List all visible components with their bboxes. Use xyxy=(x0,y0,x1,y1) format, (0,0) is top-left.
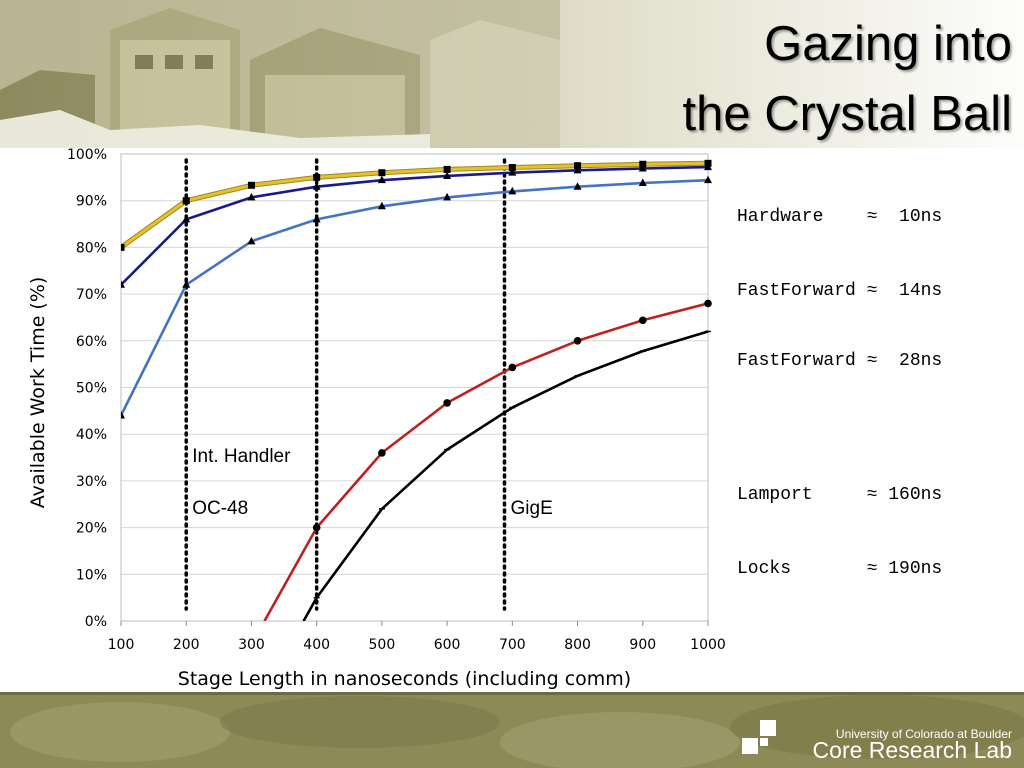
lab-logo-icon xyxy=(742,720,776,754)
latency-legend: Hardware ≈ 10ns FastForward ≈ 14ns FastF… xyxy=(737,157,942,605)
slide-title-line-1: Gazing into xyxy=(764,17,1012,71)
x-tick-label: 800 xyxy=(564,637,591,653)
data-point xyxy=(704,162,712,171)
chart-grid xyxy=(121,153,708,622)
x-tick-label: 400 xyxy=(303,637,330,653)
y-tick-label: 90% xyxy=(76,194,107,210)
series-line-outline xyxy=(121,160,709,250)
data-point xyxy=(312,523,321,532)
data-point xyxy=(573,337,582,345)
data-point xyxy=(443,165,451,173)
data-point xyxy=(638,163,647,172)
footer-band xyxy=(0,692,1024,768)
vline-label: OC-48 xyxy=(192,498,248,519)
data-point xyxy=(247,236,256,245)
series-line xyxy=(121,165,709,286)
series-0 xyxy=(121,159,712,251)
x-axis-label: Stage Length in nanoseconds (including c… xyxy=(178,668,631,690)
data-point xyxy=(573,165,582,174)
data-point xyxy=(508,363,517,372)
building-photo xyxy=(0,0,1024,148)
legend-fastforward-14: FastForward ≈ 14ns xyxy=(737,281,943,301)
y-tick-label: 70% xyxy=(76,287,107,303)
data-point xyxy=(182,197,190,205)
y-tick-label: 20% xyxy=(76,521,107,537)
data-point xyxy=(378,449,386,457)
x-tick-label: 300 xyxy=(238,637,265,653)
data-point xyxy=(704,299,712,308)
y-axis-ticks: 0% 10% 20% 30% 40% 50% 60% 70% 80% 90% 100% xyxy=(67,147,107,630)
legend-hardware: Hardware ≈ 10ns xyxy=(737,207,943,227)
data-point xyxy=(378,169,386,177)
y-tick-label: 60% xyxy=(76,334,107,350)
y-tick-label: 50% xyxy=(76,381,107,397)
data-point xyxy=(443,399,451,407)
data-point xyxy=(573,182,582,190)
y-tick-label: 0% xyxy=(85,614,107,630)
x-tick-label: 900 xyxy=(629,637,656,653)
vline-label: Int. Handler xyxy=(192,446,291,467)
x-tick-label: 1000 xyxy=(690,637,726,653)
reference-lines: Int. Handler OC-48 GigE xyxy=(184,158,553,611)
x-axis-ticks: 100 200 300 400 500 600 700 800 900 1000 xyxy=(108,621,726,653)
y-tick-label: 10% xyxy=(76,567,107,583)
x-tick-label: 600 xyxy=(434,637,461,653)
series-1 xyxy=(121,162,712,288)
data-point xyxy=(121,243,125,251)
x-tick-label: 100 xyxy=(108,637,135,653)
data-point xyxy=(247,181,255,189)
series-line xyxy=(121,178,709,417)
data-point xyxy=(508,168,517,176)
data-point xyxy=(443,192,452,201)
data-point xyxy=(247,192,256,201)
slide-title-line-2: the Crystal Ball xyxy=(682,87,1012,141)
data-point xyxy=(377,175,386,184)
data-point xyxy=(704,175,712,184)
series-4 xyxy=(302,330,711,621)
data-point xyxy=(443,171,452,179)
footer-texture xyxy=(0,692,1024,768)
plot-frame xyxy=(120,153,709,622)
y-tick-label: 80% xyxy=(76,240,107,256)
title-banner xyxy=(0,0,1024,148)
x-tick-label: 700 xyxy=(499,637,526,653)
x-tick-label: 500 xyxy=(369,637,396,653)
data-point xyxy=(312,214,321,223)
x-tick-label: 200 xyxy=(173,637,200,653)
data-point xyxy=(121,280,125,288)
y-axis-label: Available Work Time (%) xyxy=(27,277,49,509)
legend-locks: Locks ≈ 190ns xyxy=(737,559,943,579)
legend-lamport: Lamport ≈ 160ns xyxy=(737,485,943,505)
data-point xyxy=(638,178,647,186)
series-line xyxy=(302,330,709,621)
data-point xyxy=(313,173,321,181)
data-point xyxy=(508,186,517,195)
university-name: University of Colorado at Boulder xyxy=(835,727,1012,741)
data-point xyxy=(121,411,125,419)
data-point xyxy=(377,201,386,210)
series-line xyxy=(263,302,709,621)
data-point xyxy=(574,162,582,170)
vline-label: GigE xyxy=(511,498,553,519)
series-line xyxy=(121,161,709,249)
line-chart: 0% 10% 20% 30% 40% 50% 60% 70% 80% 90% 100% 100 200… xyxy=(27,147,726,690)
y-tick-label: 30% xyxy=(76,474,107,490)
data-point xyxy=(638,316,647,325)
data-point xyxy=(312,182,321,190)
series-2 xyxy=(121,175,712,419)
series-3 xyxy=(263,299,712,621)
y-tick-label: 40% xyxy=(76,427,107,443)
y-tick-label: 100% xyxy=(67,147,107,163)
data-point xyxy=(182,214,191,223)
chart-series xyxy=(121,159,712,621)
legend-fastforward-28: FastForward ≈ 28ns xyxy=(737,351,943,371)
data-point xyxy=(182,280,191,288)
data-point xyxy=(508,164,516,172)
lab-name: Core Research Lab xyxy=(812,737,1012,763)
